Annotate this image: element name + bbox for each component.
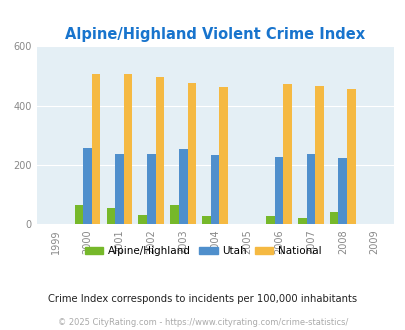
Bar <box>297 218 306 224</box>
Bar <box>155 77 164 224</box>
Bar <box>306 154 314 224</box>
Text: © 2025 CityRating.com - https://www.cityrating.com/crime-statistics/: © 2025 CityRating.com - https://www.city… <box>58 318 347 327</box>
Bar <box>75 205 83 224</box>
Bar <box>179 149 187 224</box>
Bar <box>329 212 338 224</box>
Legend: Alpine/Highland, Utah, National: Alpine/Highland, Utah, National <box>80 242 325 260</box>
Bar <box>346 89 355 224</box>
Bar <box>187 83 196 224</box>
Bar <box>338 158 346 224</box>
Text: Crime Index corresponds to incidents per 100,000 inhabitants: Crime Index corresponds to incidents per… <box>48 294 357 304</box>
Bar <box>170 205 179 224</box>
Bar <box>210 155 219 224</box>
Bar <box>124 74 132 224</box>
Bar <box>83 148 92 224</box>
Bar <box>106 208 115 224</box>
Bar <box>274 157 283 224</box>
Bar <box>265 216 274 224</box>
Title: Alpine/Highland Violent Crime Index: Alpine/Highland Violent Crime Index <box>65 27 364 42</box>
Bar <box>147 154 155 224</box>
Bar <box>92 74 100 224</box>
Bar <box>115 154 124 224</box>
Bar <box>314 86 323 224</box>
Bar <box>138 215 147 224</box>
Bar <box>219 87 228 224</box>
Bar <box>202 216 210 224</box>
Bar <box>283 83 291 224</box>
